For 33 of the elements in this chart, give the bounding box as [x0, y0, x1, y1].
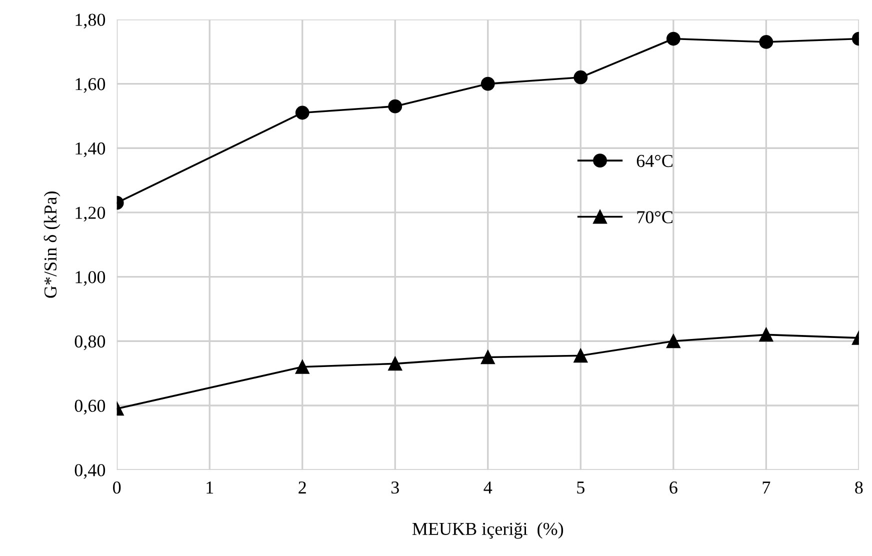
y-tick-label: 1,40	[76, 142, 106, 158]
point	[666, 334, 680, 348]
y-tick-label: 1,60	[76, 78, 106, 93]
legend-label: 70°C	[637, 211, 672, 224]
x-tick-label: 3	[391, 482, 399, 494]
y-axis-title: G*/Sin δ (kPa)	[44, 192, 60, 298]
y-tick-label: 0,60	[74, 400, 106, 415]
point	[295, 360, 310, 374]
x-tick-label: 4	[484, 482, 492, 494]
point	[388, 99, 402, 114]
y-tick-label: 1,80	[76, 14, 106, 28]
x-tick-label: 5	[577, 482, 584, 494]
y-tick-label: 0,40	[74, 464, 106, 479]
y-tick-label: 1,00	[76, 271, 106, 286]
point	[666, 32, 680, 46]
x-tick-label: 6	[670, 482, 678, 494]
x-tick-label: 2	[298, 482, 306, 494]
y-tick-label: 1,20	[76, 206, 106, 222]
point	[480, 350, 495, 364]
legend-label: 64°C	[636, 154, 672, 168]
point	[388, 356, 402, 371]
x-tick-label: 0	[113, 481, 121, 494]
x-axis-title: MEUKB içeriği (%)	[412, 522, 564, 539]
point	[574, 348, 588, 363]
y-tick-label: 0,80	[74, 335, 106, 350]
x-tick-label: 1	[206, 482, 214, 494]
x-tick-label: 8	[855, 481, 863, 494]
point	[295, 106, 310, 120]
x-tick-label: 7	[762, 482, 770, 494]
point	[480, 76, 495, 91]
point	[759, 328, 774, 342]
point	[759, 35, 774, 49]
point	[574, 70, 588, 84]
